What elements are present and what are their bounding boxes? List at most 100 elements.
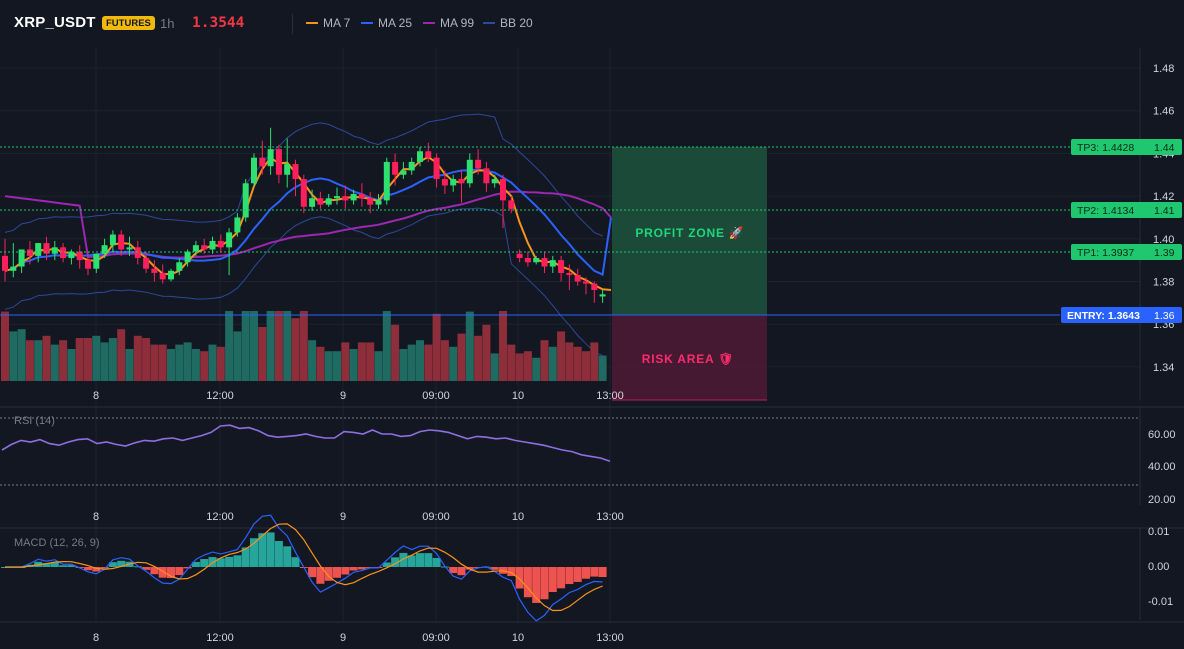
macd-bar <box>133 566 142 568</box>
macd-bar <box>241 547 250 567</box>
macd-bar <box>183 567 192 569</box>
candle-body <box>143 258 150 269</box>
tp2-axis-value: 1.41 <box>1154 205 1175 217</box>
risk-zone <box>612 315 767 400</box>
tp2-tag[interactable]: TP2: 1.4134 1.41 <box>1071 202 1182 218</box>
macd-bar <box>316 567 325 584</box>
timeframe-selector[interactable]: 1h <box>160 16 175 31</box>
macd-bar <box>523 567 532 598</box>
legend-bb20[interactable]: BB 20 <box>483 16 533 30</box>
candle-body <box>566 272 573 276</box>
macd-bar <box>100 567 109 569</box>
volume-bar <box>1 311 9 381</box>
volume-bar <box>158 344 167 381</box>
price-tick: 1.34 <box>1153 362 1174 374</box>
volume-bar <box>548 346 557 381</box>
candle-body <box>275 149 282 175</box>
macd-bar <box>233 555 242 567</box>
tp1-tag-label: TP1: 1.3937 <box>1077 247 1134 259</box>
volume-bar <box>308 340 317 381</box>
volume-bar <box>357 342 366 381</box>
macd-bar <box>391 557 400 567</box>
candle-body <box>35 243 42 256</box>
risk-area-label: RISK AREA 🛡 <box>642 352 734 366</box>
time-label: 13:00 <box>596 390 624 402</box>
candle-body <box>292 164 299 180</box>
legend-ma25[interactable]: MA 25 <box>361 16 412 30</box>
candle-body <box>51 247 58 254</box>
time-label: 9 <box>340 390 346 402</box>
candle-body <box>93 253 100 269</box>
volume-bar <box>341 342 350 381</box>
macd-bar <box>449 567 458 574</box>
volume-bar <box>449 346 458 381</box>
time-axis-rsi: 8 12:00 9 09:00 10 13:00 <box>93 511 624 523</box>
symbol-name[interactable]: XRP_USDT <box>14 14 96 31</box>
header-divider <box>292 14 293 34</box>
rsi-tick: 60.00 <box>1148 429 1176 441</box>
entry-axis-value: 1.36 <box>1154 310 1175 322</box>
tp1-tag[interactable]: TP1: 1.3937 1.39 <box>1071 244 1182 260</box>
volume-bar <box>582 351 590 381</box>
macd-bar <box>84 567 92 571</box>
candle-body <box>475 159 482 169</box>
macd-tick: 0.00 <box>1148 561 1169 573</box>
candle-body <box>325 198 332 205</box>
candle-body <box>159 272 166 280</box>
macd-tick: 0.01 <box>1148 526 1169 538</box>
macd-bar <box>225 556 234 567</box>
candle-body <box>574 275 581 282</box>
entry-tag[interactable]: ENTRY: 1.3643 1.36 <box>1061 307 1182 323</box>
macd-bar <box>92 567 101 572</box>
macd-bar <box>349 567 358 571</box>
macd-bar <box>283 546 292 567</box>
candle-body <box>126 247 133 250</box>
candle-body <box>309 198 316 207</box>
ma25-swatch <box>361 22 373 24</box>
price-axis[interactable]: 1.48 1.46 1.44 1.42 1.40 1.38 1.36 1.34 <box>1153 63 1174 374</box>
candle-body <box>192 245 199 252</box>
rsi-title: RSI (14) <box>14 415 55 427</box>
ma7-line <box>4 155 612 291</box>
macd-bar <box>150 567 159 575</box>
volume-bar <box>59 340 68 381</box>
candle-body <box>2 255 8 271</box>
candle-body <box>118 234 125 250</box>
macd-pane: MACD (12, 26, 9) 0.01 0.00 -0.01 <box>1 514 1173 622</box>
volume-bar <box>150 344 159 381</box>
macd-bar <box>175 567 184 576</box>
candle-body <box>408 161 415 171</box>
candle-body <box>76 251 83 261</box>
volume-bar <box>416 340 424 381</box>
candle-body <box>26 249 33 256</box>
candle-body <box>242 183 249 218</box>
legend-ma7[interactable]: MA 7 <box>306 16 350 30</box>
time-label: 8 <box>93 632 99 644</box>
rsi-tick: 40.00 <box>1148 461 1176 473</box>
macd-bar <box>142 567 151 570</box>
time-label: 10 <box>512 632 524 644</box>
time-label: 10 <box>512 511 524 523</box>
candle-body <box>176 262 183 271</box>
candle-body <box>184 251 191 263</box>
candle-body <box>367 198 374 205</box>
volume-bar <box>374 351 383 381</box>
candle-body <box>101 245 108 254</box>
macd-bar <box>50 562 59 567</box>
macd-bar <box>507 567 516 577</box>
macd-bar <box>250 538 258 567</box>
candle-body <box>591 283 598 291</box>
macd-bar <box>515 567 524 589</box>
macd-bar <box>117 560 126 567</box>
macd-signal-line <box>5 523 603 612</box>
tp3-tag[interactable]: TP3: 1.4428 1.44 <box>1071 139 1182 155</box>
candle-body <box>549 260 556 267</box>
volume-bar <box>266 311 275 381</box>
volume-bar <box>507 344 516 381</box>
macd-bar <box>382 562 391 567</box>
legend-ma99[interactable]: MA 99 <box>423 16 474 30</box>
volume-bar <box>515 353 524 381</box>
volume-bars <box>1 311 607 381</box>
volume-bar <box>523 351 532 381</box>
